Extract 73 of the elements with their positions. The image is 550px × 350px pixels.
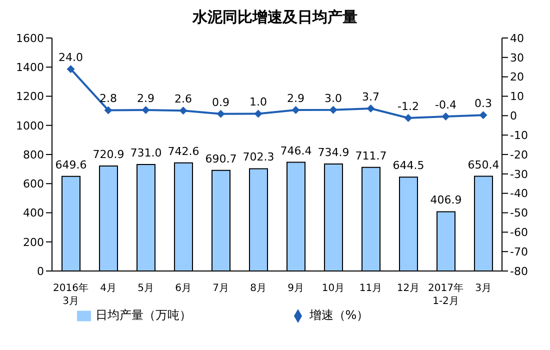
point <box>66 65 75 74</box>
y2-tick-label: -70 <box>510 245 528 258</box>
data-label: 24.0 <box>58 51 83 64</box>
y-tick-label: 1200 <box>16 90 44 104</box>
legend-label: 日均产量（万吨） <box>95 308 192 322</box>
data-label: 734.9 <box>318 146 350 159</box>
x-tick-label: 5月 <box>138 283 154 294</box>
y2-tick-label: -40 <box>510 187 528 200</box>
point <box>479 111 488 120</box>
x-tick-label: 10月 <box>322 283 345 294</box>
x-tick-label: 11月 <box>359 283 382 294</box>
data-label: -1.2 <box>398 100 419 113</box>
data-label: 1.0 <box>250 96 267 109</box>
data-label: 3.7 <box>362 90 380 104</box>
data-label: 650.4 <box>468 158 500 172</box>
y2-tick-label: 30 <box>510 51 524 64</box>
data-label: 649.6 <box>55 158 87 172</box>
x-tick-label: 12月 <box>396 283 420 294</box>
y-tick-label: 400 <box>23 206 44 220</box>
y-tick-label: 0 <box>37 264 44 278</box>
x-tick-label: 6月 <box>175 283 192 294</box>
y2-tick-label: 10 <box>510 90 524 104</box>
y2-tick-label: -30 <box>510 168 528 181</box>
point <box>329 106 338 114</box>
point <box>366 104 375 112</box>
y-tick-label: 200 <box>23 236 44 249</box>
y2-tick-label: 0 <box>510 110 517 123</box>
legend-label: 增速（%） <box>309 308 369 322</box>
y2-tick-label: 20 <box>510 70 524 84</box>
y2-tick-label: -50 <box>510 206 528 220</box>
data-label: 2.6 <box>174 92 192 106</box>
data-label: 720.9 <box>92 148 124 162</box>
data-label: 644.5 <box>392 159 424 172</box>
point <box>254 110 262 118</box>
y-tick-label: 800 <box>23 148 44 162</box>
data-label: 742.6 <box>168 144 200 158</box>
x-tick-label: 2016年 3月 <box>53 282 88 307</box>
y2-tick-label: 40 <box>510 32 524 45</box>
x-tick-label: 8月 <box>250 283 266 294</box>
y-tick-label: 1000 <box>16 119 44 132</box>
point <box>292 106 300 114</box>
point <box>179 106 188 115</box>
y2-tick-label: -20 <box>510 148 528 162</box>
point <box>104 106 112 114</box>
chart-title: 水泥同比增速及日均产量 <box>191 8 358 28</box>
x-tick-label: 4月 <box>100 283 116 294</box>
data-label: 2.8 <box>100 92 117 106</box>
x-tick-label: 9月 <box>288 283 304 294</box>
y2-tick-label: -80 <box>510 264 528 278</box>
point <box>404 114 412 122</box>
data-label: 2.9 <box>137 92 154 106</box>
data-label: 406.9 <box>430 194 462 207</box>
point <box>442 112 450 120</box>
y-tick-label: 1400 <box>16 61 44 74</box>
point <box>216 110 225 118</box>
data-label: -0.4 <box>435 98 456 112</box>
data-label: 3.0 <box>324 92 342 105</box>
data-label: 2.9 <box>287 92 304 106</box>
x-tick-label: 7月 <box>212 283 229 294</box>
y2-tick-label: -60 <box>510 226 528 240</box>
data-label: 0.3 <box>474 97 492 110</box>
y-tick-label: 600 <box>23 178 44 191</box>
data-label: 746.4 <box>280 144 312 158</box>
y-tick-label: 1600 <box>16 32 44 45</box>
data-label: 690.7 <box>205 152 237 166</box>
y2-tick-label: -10 <box>510 128 528 142</box>
x-tick-label: 2017年 1-2月 <box>428 282 464 307</box>
data-label: 711.7 <box>355 149 387 162</box>
x-tick-label: 3月 <box>475 283 492 294</box>
data-label: 0.9 <box>212 96 230 109</box>
data-label: 702.3 <box>242 150 274 164</box>
point <box>142 106 150 114</box>
data-label: 731.0 <box>130 146 162 160</box>
